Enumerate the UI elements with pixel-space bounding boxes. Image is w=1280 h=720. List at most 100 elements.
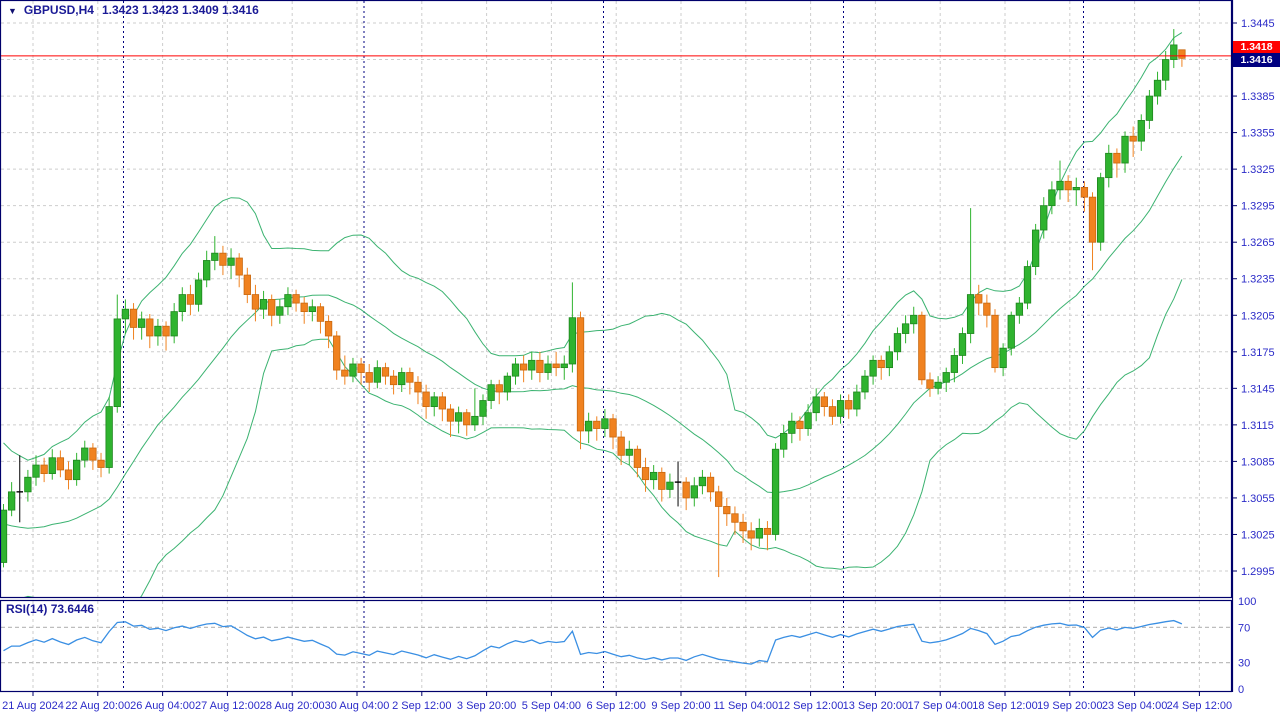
time-tick-label: 24 Sep 12:00	[1167, 700, 1232, 712]
candle-body	[641, 467, 650, 481]
candle-body	[138, 318, 146, 328]
time-tick-label: 26 Aug 04:00	[130, 700, 195, 712]
candle-body	[1072, 186, 1080, 191]
bollinger-bands-lines	[3, 32, 1183, 597]
candle-body	[1023, 266, 1032, 304]
candle-body	[901, 323, 910, 334]
candle-body	[422, 391, 430, 407]
candle-body	[276, 306, 284, 316]
candle-body	[308, 306, 316, 313]
candle-body	[893, 333, 902, 353]
time-axis[interactable]: 21 Aug 2024 22 Aug 20:00 26 Aug 04:00 27 Au…	[2, 692, 1232, 712]
chart-title: ▼ GBPUSD,H4 1.3423 1.3423 1.3409 1.3416	[8, 3, 259, 17]
time-tick-label: 11 Sep 04:00	[713, 700, 778, 712]
time-tick-label: 27 Aug 12:00	[195, 700, 260, 712]
symbol-dropdown-icon[interactable]: ▼	[8, 6, 17, 16]
candle-body	[259, 299, 268, 310]
candle-body	[950, 355, 959, 373]
candle-body	[845, 400, 853, 410]
time-tick-label: 5 Sep 04:00	[522, 700, 581, 712]
candle-body	[495, 384, 503, 393]
candle-body	[593, 420, 601, 429]
time-tick-label: 17 Sep 04:00	[907, 700, 972, 712]
candle-body	[1121, 135, 1129, 164]
rsi-line	[3, 619, 1183, 665]
rsi-scale-label: 30	[1238, 658, 1250, 670]
rsi-scale-label: 0	[1238, 684, 1244, 696]
candle-body	[1137, 120, 1145, 142]
candle-body	[1096, 177, 1105, 243]
candle-body	[796, 420, 804, 429]
rsi-scale-axis[interactable]: 100 70 30 0	[1238, 596, 1256, 696]
candle-body	[203, 260, 211, 281]
candle-body	[885, 351, 893, 369]
time-tick-label: 9 Sep 20:00	[651, 700, 710, 712]
candle-body	[7, 491, 16, 511]
candle-body	[658, 471, 666, 490]
candle-body	[1088, 196, 1097, 243]
candle-body	[300, 302, 308, 313]
candle-body	[154, 325, 162, 337]
candle-body	[324, 320, 333, 337]
candle-body	[373, 367, 381, 383]
price-tick-label: 1.3295	[1241, 201, 1275, 213]
candle-body	[926, 379, 934, 389]
candle-body	[666, 481, 674, 490]
time-tick-label: 3 Sep 20:00	[457, 700, 516, 712]
price-tick-label: 1.3235	[1241, 274, 1275, 286]
candle-body	[357, 363, 365, 373]
candle-body	[292, 294, 300, 304]
candle-body	[650, 471, 658, 481]
candle-body	[609, 418, 617, 438]
price-tick-label: 1.3115	[1241, 420, 1274, 432]
candle-body	[934, 381, 942, 389]
price-axis[interactable]: 1.3445 1.3385 1.3355 1.3325 1.3295 1.3265 1.32…	[1232, 18, 1275, 578]
candle-body	[81, 447, 89, 461]
candle-body	[966, 294, 975, 334]
candle-body	[1105, 152, 1113, 179]
week-separator-layer	[123, 1, 1084, 691]
candle-body	[178, 294, 186, 313]
panel-borders	[0, 0, 1234, 693]
time-tick-label: 21 Aug 2024	[2, 700, 64, 712]
candle-body	[40, 464, 48, 474]
candle-body	[910, 314, 918, 325]
ohlc-values: 1.3423 1.3423 1.3409 1.3416	[101, 3, 259, 17]
price-tick-label: 1.3175	[1241, 347, 1275, 359]
price-tick-label: 1.2995	[1241, 566, 1275, 578]
candle-body	[788, 420, 796, 434]
main-panel-border	[0, 0, 1233, 599]
candle-body	[1040, 205, 1048, 231]
rsi-scale-label: 100	[1238, 596, 1256, 608]
candle-body	[1162, 59, 1170, 81]
candle-body	[32, 464, 40, 478]
rsi-name: RSI(14)	[6, 602, 48, 616]
candle-body	[723, 506, 731, 515]
candle-body	[1031, 229, 1040, 267]
candle-body	[227, 257, 235, 266]
candle-body	[251, 294, 260, 310]
candle-body	[146, 318, 154, 337]
price-tick-label: 1.3385	[1241, 91, 1275, 103]
candle-body	[1129, 135, 1137, 142]
candle-body	[869, 359, 877, 377]
candle-body	[1048, 189, 1056, 207]
price-tick-label: 1.3265	[1241, 237, 1275, 249]
candle-body	[365, 372, 373, 383]
price-tick-label: 1.3325	[1241, 164, 1275, 176]
candle-body	[991, 314, 999, 369]
rsi-indicator-label: RSI(14) 73.6446	[6, 602, 94, 616]
time-tick-label: 28 Aug 20:00	[260, 700, 325, 712]
rsi-scale-label: 70	[1238, 622, 1250, 634]
bid-price-tag: 1.3416	[1233, 53, 1280, 67]
candle-body	[828, 406, 837, 417]
candle-body	[584, 420, 593, 432]
candle-body	[268, 299, 276, 316]
candle-body	[430, 396, 438, 408]
candle-body	[552, 363, 560, 369]
candles-layer	[1, 29, 1186, 578]
candle-body	[129, 308, 138, 328]
candle-body	[105, 406, 113, 468]
candle-body	[706, 476, 715, 493]
